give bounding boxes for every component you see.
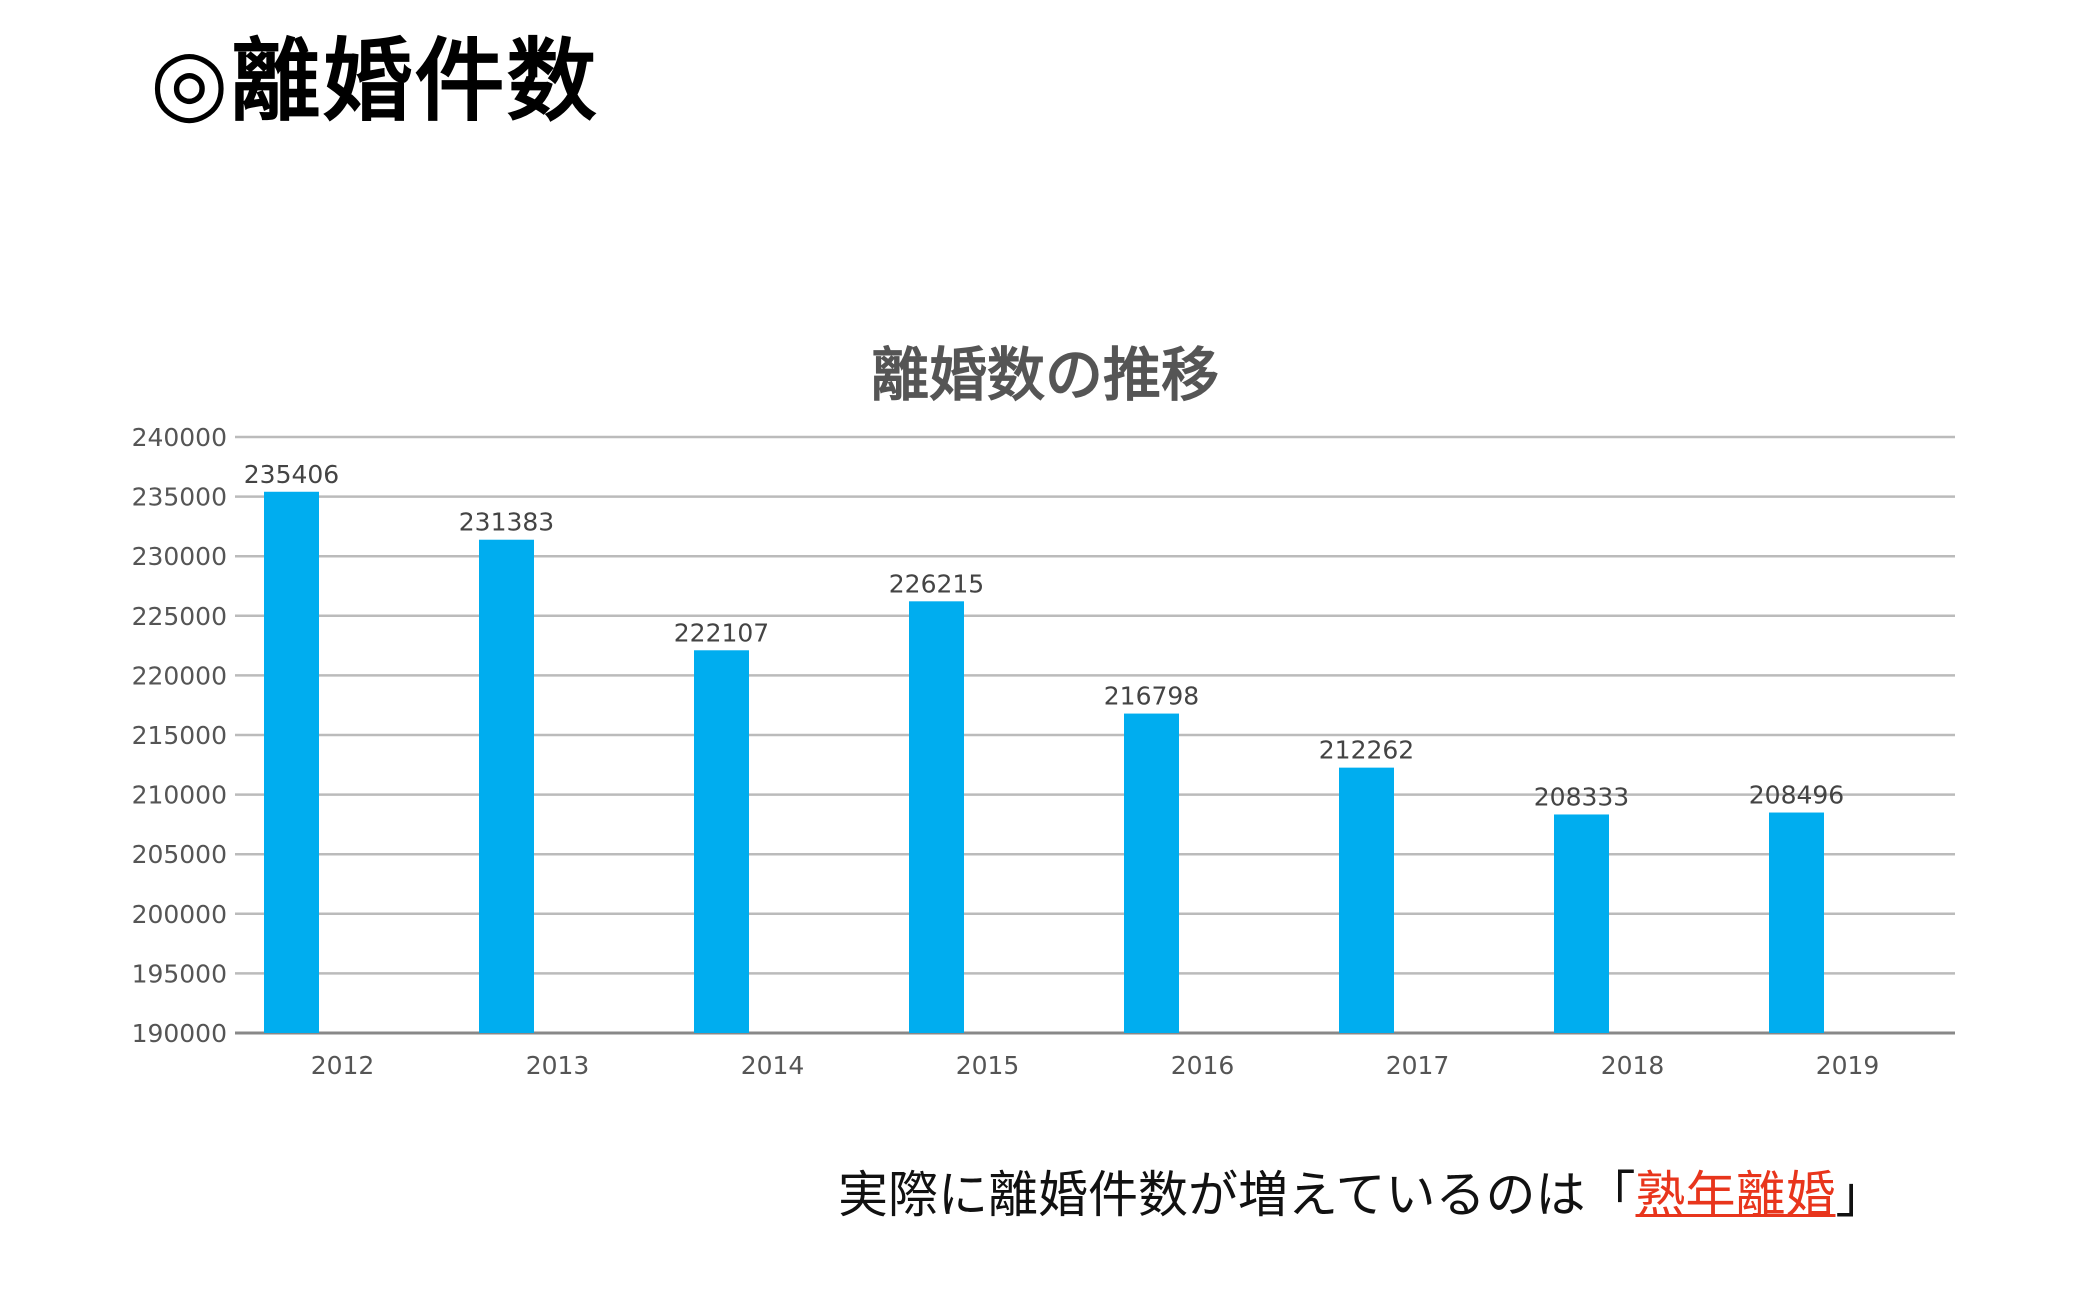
bar-value-label: 235406	[244, 460, 339, 489]
y-axis-ticks: 190000 195000 200000 205000 210000 215000 2200…	[132, 423, 227, 1048]
bars	[264, 491, 1824, 1033]
caption: 実際に離婚件数が増えているのは「熟年離婚」	[838, 1155, 1886, 1227]
bar-value-label: 208496	[1749, 781, 1844, 810]
y-tick-label: 205000	[132, 840, 227, 869]
bar	[909, 601, 964, 1033]
x-tick-label: 2014	[741, 1051, 805, 1080]
x-tick-label: 2018	[1601, 1051, 1665, 1080]
x-tick-label: 2017	[1386, 1051, 1450, 1080]
chart-title: 離婚数の推移	[871, 341, 1219, 409]
y-tick-label: 225000	[132, 602, 227, 631]
bar-value-label: 231383	[459, 508, 554, 537]
bar-value-label: 222107	[674, 618, 769, 647]
caption-emphasis[interactable]: 熟年離婚	[1635, 1166, 1836, 1224]
bar-value-label: 212262	[1319, 736, 1414, 765]
bar	[1554, 814, 1609, 1033]
y-tick-label: 220000	[132, 661, 227, 690]
page-heading: ◎離婚件数	[150, 29, 599, 134]
y-tick-label: 240000	[132, 423, 227, 452]
bar	[1339, 767, 1394, 1033]
y-tick-label: 200000	[132, 900, 227, 929]
bar-value-label: 226215	[889, 569, 984, 598]
caption-prefix: 実際に離婚件数が増えているのは「	[838, 1166, 1636, 1224]
bar	[1769, 812, 1824, 1033]
x-tick-label: 2019	[1816, 1051, 1880, 1080]
x-axis-ticks: 2012 2013 2014 2015 2016 2017 2018 2019	[311, 1051, 1880, 1080]
caption-suffix: 」	[1835, 1166, 1886, 1224]
x-tick-label: 2012	[311, 1051, 375, 1080]
bar	[694, 650, 749, 1033]
bar-value-label: 208333	[1534, 782, 1629, 811]
y-tick-label: 235000	[132, 483, 227, 512]
x-tick-label: 2016	[1171, 1051, 1235, 1080]
x-tick-label: 2015	[956, 1051, 1020, 1080]
y-tick-label: 195000	[132, 959, 227, 988]
y-tick-label: 230000	[132, 542, 227, 571]
bar	[479, 539, 534, 1033]
y-tick-label: 190000	[132, 1019, 227, 1048]
bar	[1124, 713, 1179, 1033]
data-labels: 235406 231383 222107 226215 216798 212262 2083…	[244, 460, 1844, 812]
bar	[264, 491, 319, 1033]
x-tick-label: 2013	[526, 1051, 590, 1080]
y-tick-label: 210000	[132, 781, 227, 810]
bar-value-label: 216798	[1104, 682, 1199, 711]
y-tick-label: 215000	[132, 721, 227, 750]
